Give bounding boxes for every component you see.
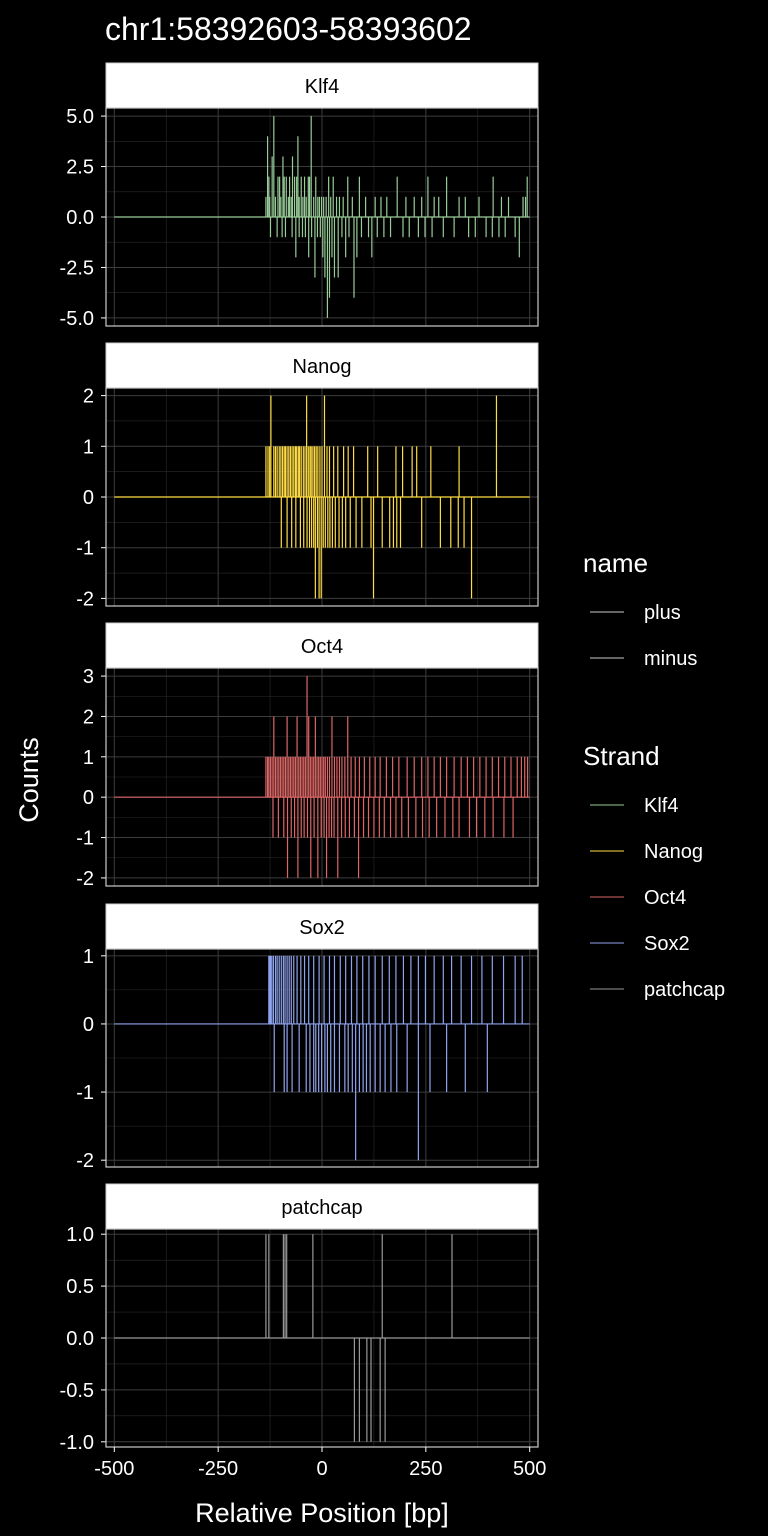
facet-strip-label: Klf4 — [305, 76, 339, 98]
facet-strip — [105, 1183, 539, 1230]
legend-label: patchcap — [644, 979, 725, 1001]
legend-label: Sox2 — [644, 933, 690, 955]
facet-strip — [105, 903, 539, 950]
y-tick-label: -0.5 — [60, 1380, 94, 1402]
legend-label: minus — [644, 648, 697, 670]
y-tick-label: 0.5 — [66, 1276, 94, 1298]
y-tick-label: 0 — [83, 787, 94, 809]
y-tick-label: -1 — [76, 538, 94, 560]
x-tick-label: 0 — [316, 1458, 327, 1480]
y-tick-label: 3 — [83, 666, 94, 688]
y-tick-label: -1.0 — [60, 1432, 94, 1454]
y-tick-label: 1 — [83, 436, 94, 458]
facet-strip — [105, 62, 539, 109]
legend-label: Nanog — [644, 841, 703, 863]
y-tick-label: 1.0 — [66, 1224, 94, 1246]
legend-label: Oct4 — [644, 887, 686, 909]
y-tick-label: 1 — [83, 747, 94, 769]
legend-title: Strand — [583, 741, 660, 771]
legend-label: Klf4 — [644, 795, 678, 817]
y-tick-label: 0 — [83, 487, 94, 509]
facet-strip-label: Nanog — [293, 356, 352, 378]
y-tick-label: -2 — [76, 588, 94, 610]
facet-klf4: Klf4 -5.0 -2.5 0.0 2.5 5.0 — [60, 62, 539, 330]
facet-strip-label: Sox2 — [299, 917, 345, 939]
facet-strip — [105, 622, 539, 669]
panel-border — [105, 948, 539, 1168]
y-tick-label: -2.5 — [60, 257, 94, 279]
y-tick-label: -2 — [76, 1150, 94, 1172]
y-tick-label: -5.0 — [60, 308, 94, 330]
y-tick-label: 5.0 — [66, 106, 94, 128]
chart-title: chr1:58392603-58393602 — [105, 11, 472, 47]
x-tick-label: -500 — [94, 1458, 134, 1480]
facet-sox2: Sox2 -2 -1 0 1 — [76, 903, 539, 1172]
panel-border — [105, 107, 539, 327]
facet-strip-label: patchcap — [281, 1197, 362, 1219]
legend-label: plus — [644, 602, 681, 624]
facet-nanog: Nanog -2 -1 0 1 2 — [76, 342, 539, 610]
legend-strand: Strand Klf4 Nanog Oct4 Sox2 patchcap — [583, 741, 725, 1001]
y-tick-label: 2.5 — [66, 157, 94, 179]
y-tick-label: -2 — [76, 868, 94, 890]
y-tick-label: -1 — [76, 1082, 94, 1104]
facet-patchcap: patchcap -1.0 -0.5 0.0 0.5 1.0 — [60, 1183, 539, 1454]
legend-name: name plus minus — [583, 548, 697, 670]
x-tick-label: 250 — [409, 1458, 442, 1480]
facet-strip-label: Oct4 — [301, 636, 343, 658]
legend: name plus minus Strand Klf4 Nanog Oct4 Sox2 patc… — [583, 548, 725, 1001]
x-tick-label: 500 — [513, 1458, 546, 1480]
x-axis: -500 -250 0 250 500 — [94, 1447, 546, 1480]
facet-strip — [105, 342, 539, 389]
y-tick-label: 1 — [83, 946, 94, 968]
x-tick-label: -250 — [198, 1458, 238, 1480]
panel-border — [105, 387, 539, 607]
y-tick-label: 2 — [83, 386, 94, 408]
y-axis-title: Counts — [14, 737, 44, 823]
y-tick-label: 2 — [83, 706, 94, 728]
y-tick-label: 0.0 — [66, 207, 94, 229]
facet-panels: Klf4 -5.0 -2.5 0.0 2.5 5.0 Nanog -2 -1 0 1 2 Oct4 -2 -… — [60, 62, 539, 1454]
y-tick-label: 0 — [83, 1014, 94, 1036]
legend-title: name — [583, 548, 648, 578]
x-axis-title: Relative Position [bp] — [195, 1498, 449, 1528]
facet-oct4: Oct4 -2 -1 0 1 2 3 — [76, 622, 539, 890]
y-tick-label: 0.0 — [66, 1328, 94, 1350]
y-tick-label: -1 — [76, 828, 94, 850]
panel-border — [105, 667, 539, 887]
